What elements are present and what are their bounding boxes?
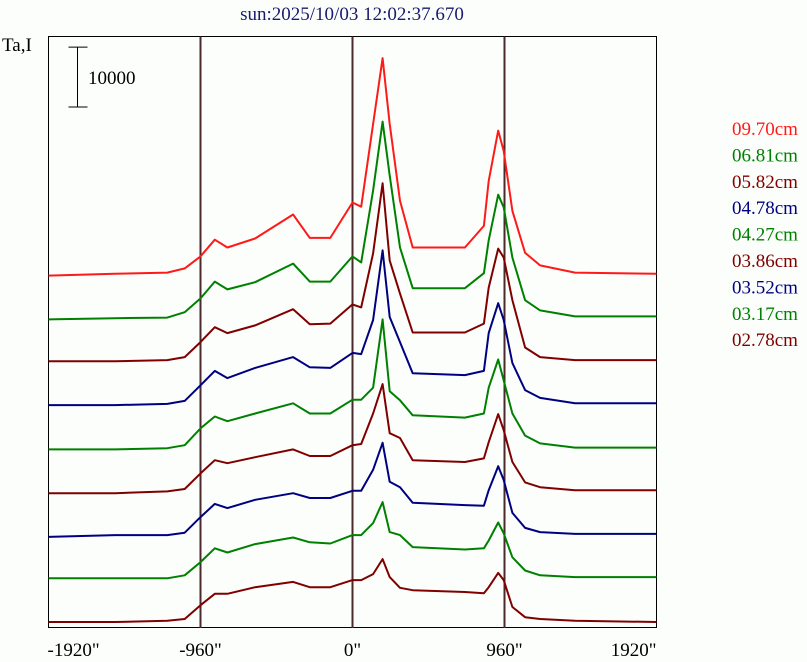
scale-bar: 10000 <box>68 46 136 108</box>
legend-item: 04.78cm <box>732 198 798 219</box>
series-group <box>48 57 657 623</box>
legend-item: 03.17cm <box>732 304 798 325</box>
series-line-03-52cm <box>48 441 657 538</box>
legend-item: 09.70cm <box>732 119 798 140</box>
x-tick-labels: -1920" -960" 0" 960" 1920" <box>48 640 657 661</box>
legend-item: 03.86cm <box>732 251 798 272</box>
series-line-05-82cm <box>48 182 657 363</box>
x-tick-label: 960" <box>486 640 522 661</box>
chart-title: sun:2025/10/03 12:02:37.670 <box>240 4 464 25</box>
x-tick-label: 1920" <box>611 640 657 661</box>
series-line-06-81cm <box>48 120 657 321</box>
series-line-03-86cm <box>48 383 657 495</box>
legend-item: 04.27cm <box>732 225 798 246</box>
scale-bar-label: 10000 <box>88 68 136 89</box>
legend-item: 05.82cm <box>732 172 798 193</box>
legend-item: 02.78cm <box>732 330 798 351</box>
legend-item: 03.52cm <box>732 277 798 298</box>
y-axis-label: Ta,I <box>2 35 32 56</box>
x-tick-label: -960" <box>179 640 222 661</box>
legend-item: 06.81cm <box>732 145 798 166</box>
x-tick-label: -1920" <box>48 640 100 661</box>
reference-lines <box>199 36 506 628</box>
x-tick-label: 0" <box>344 640 361 661</box>
series-line-03-17cm <box>48 501 657 580</box>
series-line-09-70cm <box>48 57 657 277</box>
series-line-02-78cm <box>48 558 657 623</box>
legend: 09.70cm 06.81cm 05.82cm 04.78cm 04.27cm 03.86… <box>732 119 798 351</box>
series-line-04-78cm <box>48 249 657 407</box>
series-line-04-27cm <box>48 318 657 451</box>
